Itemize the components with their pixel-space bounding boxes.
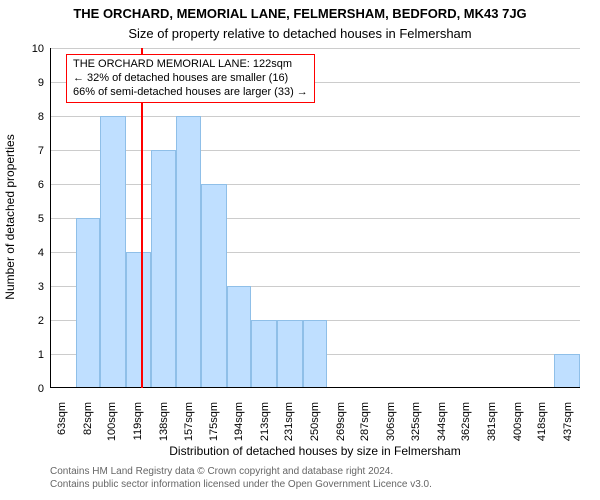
x-tick-label: 400sqm — [512, 402, 524, 452]
x-tick-label: 287sqm — [359, 402, 371, 452]
x-tick-label: 119sqm — [132, 402, 144, 452]
grid-line — [50, 150, 580, 151]
annotation-line2: ← 32% of detached houses are smaller (16… — [73, 72, 308, 86]
x-tick-label: 82sqm — [82, 402, 94, 452]
chart-title-line1: THE ORCHARD, MEMORIAL LANE, FELMERSHAM, … — [0, 6, 600, 21]
grid-line — [50, 184, 580, 185]
y-axis-line — [50, 48, 51, 388]
histogram-bar — [227, 286, 251, 388]
x-axis-line — [50, 387, 580, 388]
footer-line1: Contains HM Land Registry data © Crown c… — [50, 466, 432, 479]
grid-line — [50, 218, 580, 219]
y-tick-label: 7 — [26, 145, 44, 157]
histogram-bar — [251, 320, 277, 388]
y-tick-label: 4 — [26, 247, 44, 259]
x-tick-label: 100sqm — [106, 402, 118, 452]
x-tick-label: 63sqm — [56, 402, 68, 452]
x-tick-label: 306sqm — [385, 402, 397, 452]
histogram-bar — [277, 320, 303, 388]
y-tick-label: 10 — [26, 43, 44, 55]
y-tick-label: 2 — [26, 315, 44, 327]
y-tick-label: 8 — [26, 111, 44, 123]
x-tick-label: 250sqm — [309, 402, 321, 452]
histogram-bar — [303, 320, 327, 388]
grid-line — [50, 48, 580, 49]
y-tick-label: 9 — [26, 77, 44, 89]
x-tick-label: 138sqm — [158, 402, 170, 452]
y-tick-label: 3 — [26, 281, 44, 293]
y-tick-label: 6 — [26, 179, 44, 191]
x-tick-label: 175sqm — [208, 402, 220, 452]
y-tick-label: 0 — [26, 383, 44, 395]
histogram-bar — [201, 184, 227, 388]
x-tick-label: 269sqm — [335, 402, 347, 452]
x-tick-label: 194sqm — [233, 402, 245, 452]
x-tick-label: 325sqm — [410, 402, 422, 452]
chart-title-line2: Size of property relative to detached ho… — [0, 26, 600, 41]
histogram-bar — [176, 116, 202, 388]
histogram-bar — [76, 218, 100, 388]
x-tick-label: 381sqm — [486, 402, 498, 452]
x-tick-label: 157sqm — [183, 402, 195, 452]
annotation-line1: THE ORCHARD MEMORIAL LANE: 122sqm — [73, 58, 308, 72]
histogram-bar — [554, 354, 580, 388]
histogram-bar — [100, 116, 126, 388]
chart-container: THE ORCHARD, MEMORIAL LANE, FELMERSHAM, … — [0, 0, 600, 500]
x-tick-label: 418sqm — [536, 402, 548, 452]
x-tick-label: 437sqm — [562, 402, 574, 452]
x-tick-label: 231sqm — [283, 402, 295, 452]
grid-line — [50, 116, 580, 117]
footer-line2: Contains public sector information licen… — [50, 479, 432, 492]
annotation-box: THE ORCHARD MEMORIAL LANE: 122sqm ← 32% … — [66, 54, 315, 103]
y-tick-label: 1 — [26, 349, 44, 361]
annotation-line3: 66% of semi-detached houses are larger (… — [73, 86, 308, 100]
y-tick-label: 5 — [26, 213, 44, 225]
chart-footer: Contains HM Land Registry data © Crown c… — [50, 466, 432, 491]
x-tick-label: 344sqm — [436, 402, 448, 452]
histogram-bar — [151, 150, 175, 388]
x-tick-label: 213sqm — [259, 402, 271, 452]
histogram-bar — [126, 252, 152, 388]
x-tick-label: 362sqm — [460, 402, 472, 452]
y-axis-label: Number of detached properties — [3, 47, 17, 387]
